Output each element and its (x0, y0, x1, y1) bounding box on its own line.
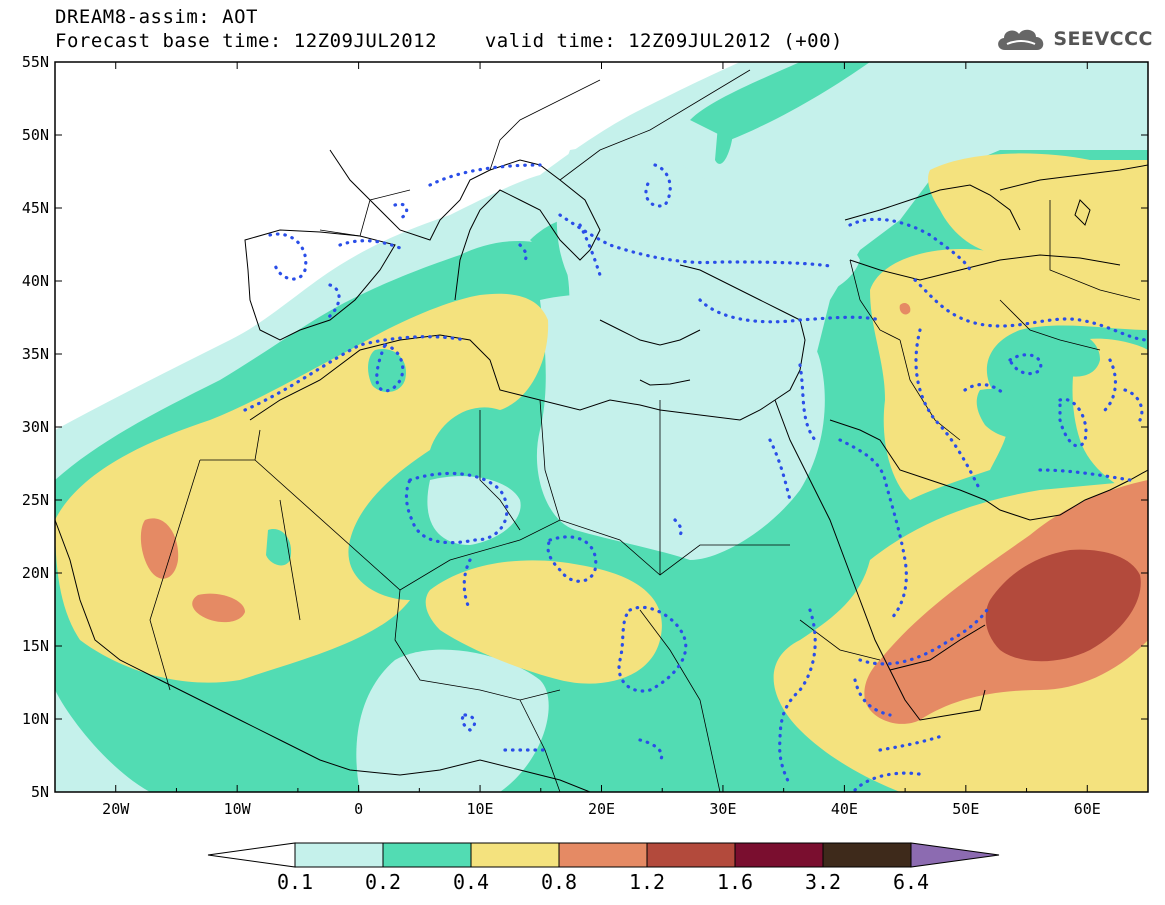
colorbar-segment (294, 842, 384, 868)
colorbar-label: 0.8 (541, 870, 577, 894)
colorbar-label: 6.4 (893, 870, 929, 894)
lat-tick-label: 5N (31, 783, 49, 801)
aot-level-1-2 (985, 549, 1141, 662)
colorbar-segment (558, 842, 648, 868)
colorbar-segment (822, 842, 912, 868)
lon-tick-label: 10W (224, 800, 252, 818)
lat-tick-label: 10N (22, 710, 49, 728)
colorbar-label: 0.1 (277, 870, 313, 894)
colorbar-label: 0.4 (453, 870, 489, 894)
cloud-icon (998, 29, 1044, 50)
latitude-axis: 55N 50N 45N 40N 35N 30N 25N 20N 15N 10N 5N (22, 53, 1148, 801)
aot-level-0-2-pockets (266, 120, 1100, 566)
colorbar-label: 0.2 (365, 870, 401, 894)
lat-tick-label: 35N (22, 345, 49, 363)
lon-tick-label: 20E (588, 800, 615, 818)
colorbar-segment (470, 842, 560, 868)
lat-tick-label: 25N (22, 491, 49, 509)
colorbar-segment (734, 842, 824, 868)
colorbar-high-arrow (910, 842, 1000, 868)
colorbar: 0.1 0.2 0.4 0.8 1.2 1.6 3.2 6.4 (207, 842, 1000, 894)
chart-title: DREAM8-assim: AOT (55, 6, 258, 28)
lon-tick-label: 40E (831, 800, 858, 818)
map-area (55, 62, 1148, 792)
lat-tick-label: 30N (22, 418, 49, 436)
lat-tick-label: 50N (22, 126, 49, 144)
lat-tick-label: 15N (22, 637, 49, 655)
base-time-label: Forecast base time: 12Z09JUL2012 (55, 30, 438, 52)
lon-tick-label: 20W (102, 800, 130, 818)
lat-tick-label: 20N (22, 564, 49, 582)
aot-level-0-1-pockets (356, 146, 860, 792)
colorbar-segment (646, 842, 736, 868)
logo-text: SEEVCCC (1053, 28, 1153, 50)
lon-tick-label: 10E (467, 800, 494, 818)
longitude-axis: 20W 10W 0 10E 20E 30E 40E 50E 60E (54, 62, 1149, 818)
colorbar-label: 3.2 (805, 870, 841, 894)
lon-tick-label: 60E (1074, 800, 1101, 818)
colorbar-low-arrow (207, 842, 296, 868)
lon-tick-label: 0 (354, 800, 363, 818)
time-info: Forecast base time: 12Z09JUL2012 valid t… (55, 30, 843, 52)
colorbar-label: 1.6 (717, 870, 753, 894)
coastlines (55, 149, 1148, 792)
lat-tick-label: 40N (22, 272, 49, 290)
country-borders (149, 69, 1141, 792)
lat-tick-label: 55N (22, 53, 49, 71)
dust-contours (243, 163, 1148, 792)
lon-tick-label: 50E (952, 800, 979, 818)
lat-tick-label: 45N (22, 199, 49, 217)
colorbar-label: 1.2 (629, 870, 665, 894)
colorbar-segment (382, 842, 472, 868)
lon-tick-label: 30E (709, 800, 736, 818)
valid-time-label: valid time: 12Z09JUL2012 (+00) (484, 30, 843, 52)
seevccc-logo: SEEVCCC (993, 22, 1153, 56)
